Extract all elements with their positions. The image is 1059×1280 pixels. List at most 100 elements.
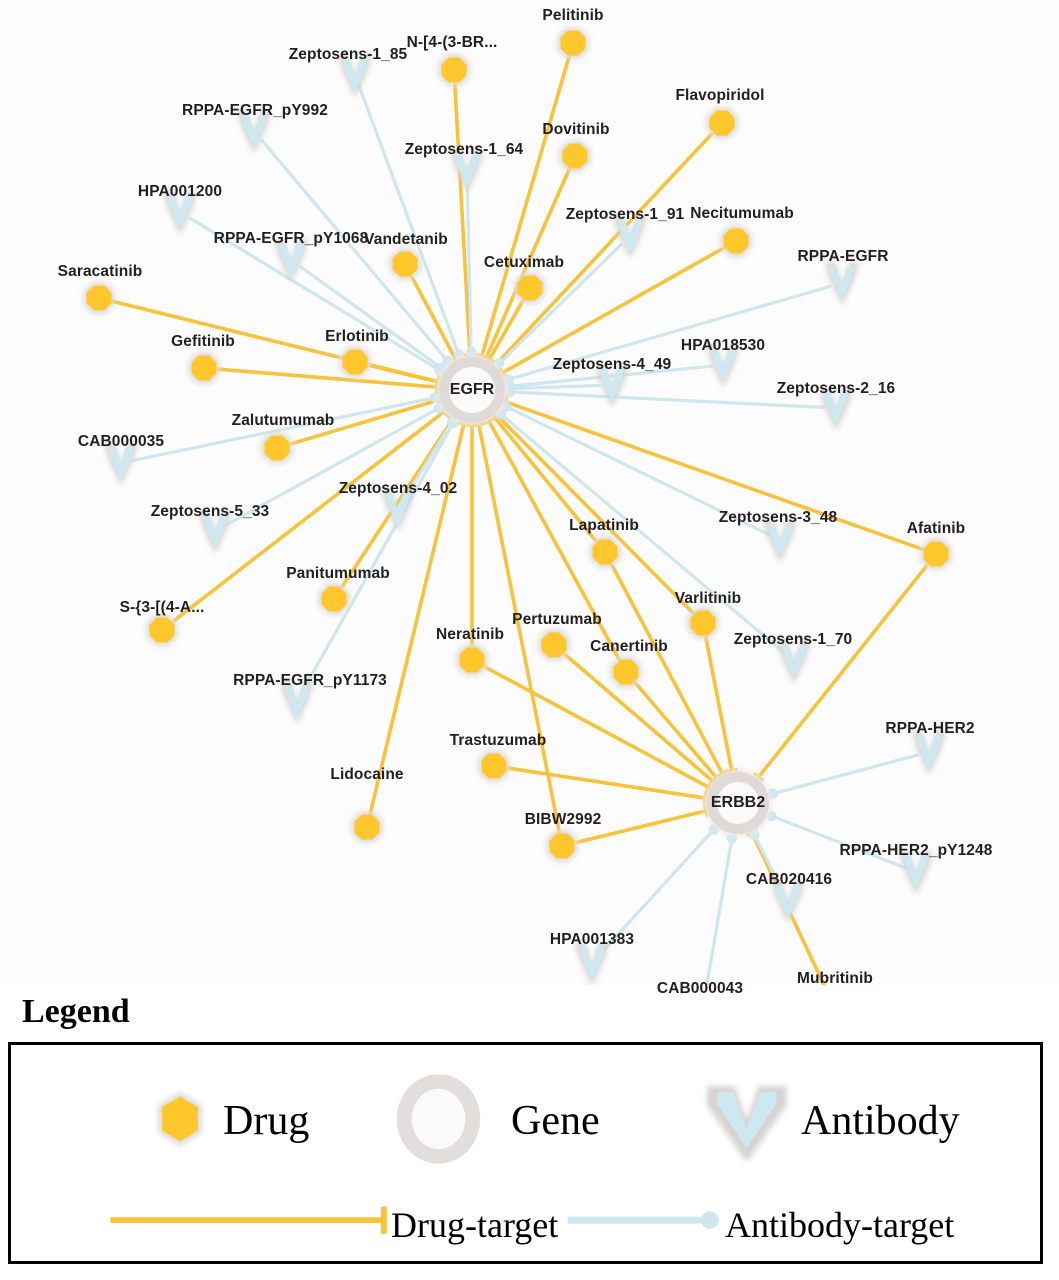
antibody-label: CAB000035: [77, 433, 165, 450]
antibody-target-edge: [771, 753, 920, 796]
antibody-label: Zeptosens-5_33: [150, 503, 270, 520]
antibody-node[interactable]: [163, 191, 197, 233]
drug-node[interactable]: [687, 607, 719, 639]
antibody-node[interactable]: [104, 442, 138, 484]
drug-shape: [321, 586, 347, 612]
drug-node[interactable]: [720, 225, 752, 257]
drug-node[interactable]: [514, 272, 546, 304]
gene-node[interactable]: [704, 769, 772, 837]
legend-antibody-edge-icon: [567, 1211, 719, 1229]
antibody-label: Zeptosens-1_70: [733, 631, 853, 648]
antibody-target-edge: [508, 390, 826, 410]
antibody-node[interactable]: [912, 731, 946, 773]
drug-target-edge: [501, 245, 726, 375]
drug-node[interactable]: [318, 583, 350, 615]
antibody-node[interactable]: [575, 942, 609, 984]
legend-label-antibody-target: Antibody-target: [725, 1205, 955, 1245]
antibody-target-edge: [508, 364, 713, 388]
drug-node[interactable]: [339, 346, 371, 378]
drug-node[interactable]: [920, 538, 952, 570]
drug-target-edge: [482, 664, 710, 789]
antibody-shape: [284, 685, 310, 717]
drug-node[interactable]: [351, 811, 383, 843]
drug-node[interactable]: [610, 656, 642, 688]
antibody-node[interactable]: [280, 680, 314, 722]
antibody-target-edge: [131, 396, 437, 463]
antibody-target-edge: [769, 814, 907, 870]
drug-label: Erlotinib: [325, 328, 389, 345]
antibody-shape: [916, 736, 942, 768]
antibody-node[interactable]: [825, 262, 859, 304]
antibody-target-edge: [188, 216, 442, 372]
drug-node[interactable]: [261, 432, 293, 464]
drug-label: Afatinib: [906, 520, 966, 537]
drug-shape: [923, 541, 949, 567]
antibody-shape: [108, 447, 134, 479]
drug-shape: [342, 349, 368, 375]
antibody-label: Zeptosens-3_48: [718, 509, 838, 526]
drug-node[interactable]: [389, 248, 421, 280]
drug-node[interactable]: [557, 27, 589, 59]
antibody-target-edge: [465, 180, 473, 354]
drug-target-edge: [171, 410, 446, 624]
antibody-shape: [767, 524, 793, 556]
drug-shape: [517, 275, 543, 301]
antibody-node[interactable]: [763, 519, 797, 561]
antibody-label: Zeptosens-4_02: [338, 480, 458, 497]
drug-label: Neratinib: [435, 626, 505, 643]
drug-target-edge: [409, 274, 458, 360]
drug-shape: [392, 251, 418, 277]
drug-shape: [613, 659, 639, 685]
drug-node[interactable]: [146, 614, 178, 646]
antibody-node[interactable]: [381, 488, 415, 530]
legend-label-drug-target: Drug-target: [391, 1205, 559, 1245]
antibody-node[interactable]: [706, 344, 740, 386]
antibody-shape: [579, 947, 605, 979]
antibody-node[interactable]: [899, 851, 933, 893]
legend-label-gene: Gene: [511, 1098, 600, 1144]
drug-target-edge: [703, 635, 734, 771]
antibody-label: Zeptosens-1_64: [404, 141, 524, 158]
antibody-shape: [167, 196, 193, 228]
drug-node[interactable]: [546, 830, 578, 862]
antibody-node[interactable]: [819, 387, 853, 429]
gene-node[interactable]: [436, 354, 508, 426]
legend-box: Drug Gene Antibody Drug-target Antibody-…: [8, 1042, 1043, 1264]
drug-target-edge: [480, 54, 572, 357]
antibody-node[interactable]: [613, 215, 647, 257]
drug-node[interactable]: [478, 750, 510, 782]
drug-target-edge: [477, 423, 562, 834]
drug-node[interactable]: [438, 54, 470, 86]
antibody-node[interactable]: [595, 364, 629, 406]
drug-target-edge: [452, 82, 472, 356]
antibody-node[interactable]: [338, 54, 372, 96]
drug-node[interactable]: [456, 644, 488, 676]
drug-node[interactable]: [538, 629, 570, 661]
antibody-node[interactable]: [198, 510, 232, 552]
drug-shape: [562, 143, 588, 169]
antibody-label: RPPA-EGFR_pY1173: [233, 672, 387, 689]
drug-label: Gefitinib: [171, 333, 235, 350]
antibody-node[interactable]: [274, 239, 308, 281]
antibody-shape: [385, 493, 411, 525]
drug-label: Trastuzumab: [449, 732, 547, 749]
drug-target-edge: [495, 413, 696, 616]
drug-label: BIBW2992: [524, 811, 602, 828]
antibody-target-edge: [299, 265, 443, 370]
drug-target-edge: [368, 423, 466, 815]
antibody-node[interactable]: [777, 640, 811, 682]
antibody-node[interactable]: [450, 149, 484, 191]
drug-label: Mubritinib: [797, 970, 873, 987]
drug-label: Lapatinib: [569, 517, 639, 534]
drug-node[interactable]: [589, 536, 621, 568]
legend-glyphs: [110, 1074, 787, 1234]
antibody-shape: [903, 856, 929, 888]
drug-node[interactable]: [83, 282, 115, 314]
drug-node[interactable]: [188, 352, 220, 384]
network-graph: [83, 27, 952, 985]
drug-node[interactable]: [559, 140, 591, 172]
antibody-node[interactable]: [771, 880, 805, 922]
drug-target-edge: [487, 419, 622, 662]
antibody-node[interactable]: [237, 110, 271, 152]
drug-node[interactable]: [706, 107, 738, 139]
